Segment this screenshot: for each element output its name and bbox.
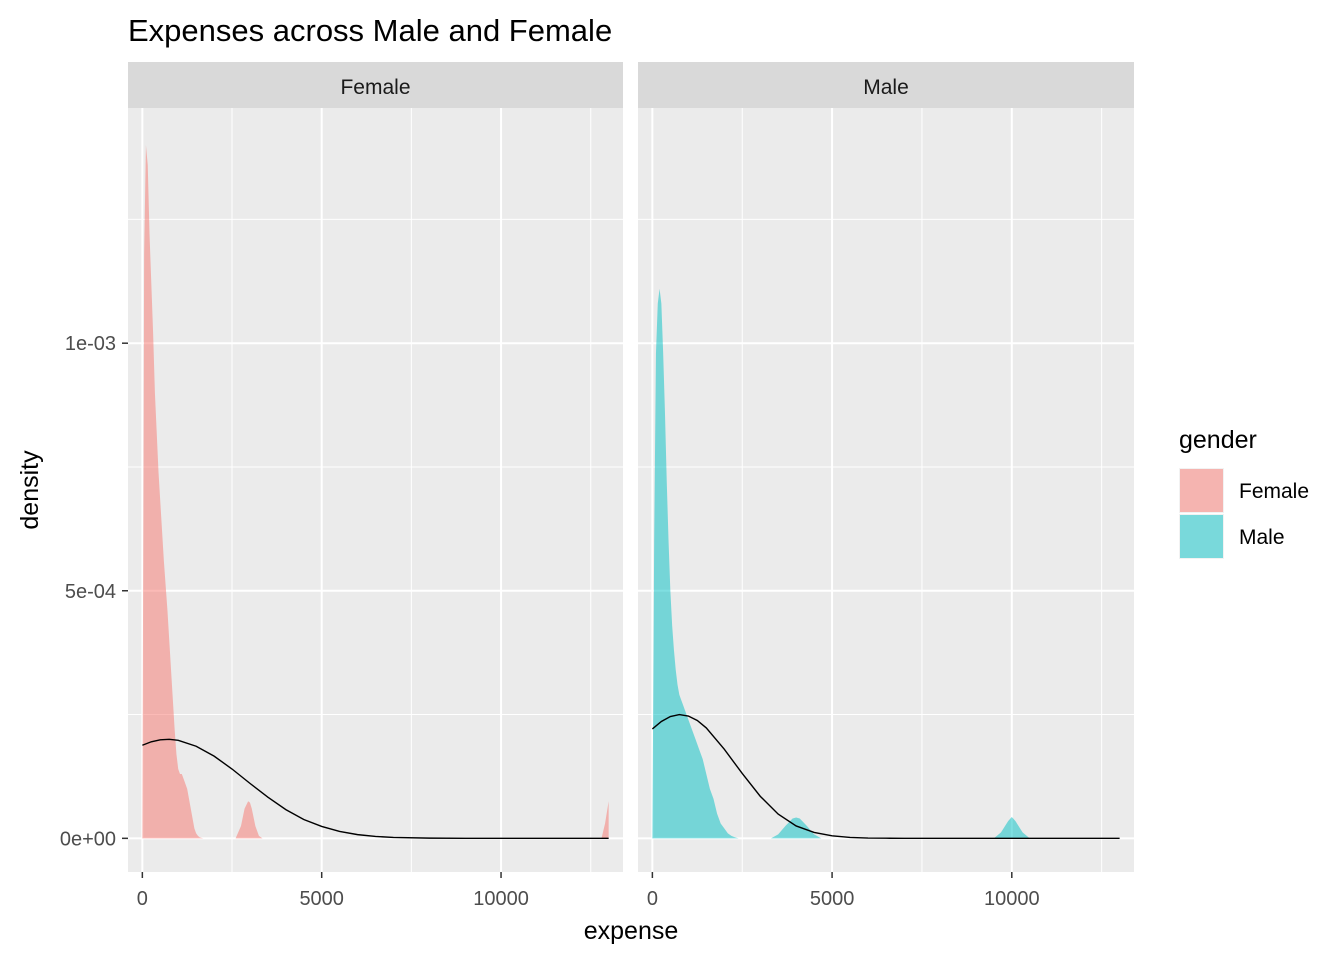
- panel-background-female: [128, 108, 623, 872]
- y-axis-title: density: [16, 450, 44, 530]
- y-tick-label: 0e+00: [60, 828, 116, 850]
- y-axis: 0e+00 5e-04 1e-03: [60, 333, 128, 850]
- x-tick-label: 0: [137, 888, 148, 910]
- x-tick-label: 5000: [810, 888, 855, 910]
- y-tick-label: 1e-03: [65, 333, 116, 355]
- chart-title: Expenses across Male and Female: [128, 13, 612, 48]
- legend-label-male: Male: [1239, 526, 1285, 549]
- normal-curve-female: [142, 738, 609, 840]
- panel-female: Female 0 5000 10000: [128, 62, 623, 910]
- strip-label-male: Male: [863, 76, 909, 99]
- legend-key-female: [1180, 469, 1223, 512]
- strip-male: [638, 62, 1134, 108]
- facet-panels: Female 0 5000 10000 Male 0 5000 10000: [128, 62, 1134, 910]
- legend-title: gender: [1179, 426, 1257, 454]
- density-area-male: [652, 288, 1030, 839]
- y-tick-label: 5e-04: [65, 581, 116, 603]
- legend-label-female: Female: [1239, 480, 1309, 503]
- x-tick-label: 10000: [984, 888, 1040, 910]
- normal-curve-male: [651, 713, 1120, 840]
- x-tick-label: 10000: [473, 888, 529, 910]
- strip-female: [128, 62, 623, 108]
- legend: gender Female Male: [1179, 426, 1309, 559]
- x-axis-title: expense: [584, 917, 679, 945]
- strip-label-female: Female: [340, 76, 410, 99]
- x-tick-label: 0: [647, 888, 658, 910]
- x-tick-label: 5000: [299, 888, 344, 910]
- legend-key-male: [1180, 515, 1223, 558]
- panel-background-male: [638, 108, 1134, 872]
- legend-items: Female Male: [1179, 468, 1309, 559]
- panel-male: Male 0 5000 10000: [638, 62, 1134, 910]
